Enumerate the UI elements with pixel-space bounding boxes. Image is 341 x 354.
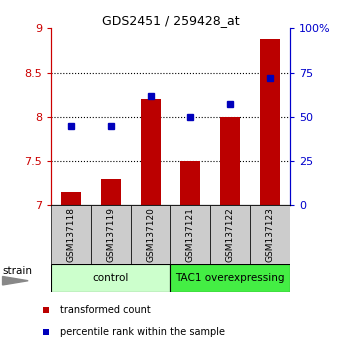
Bar [91, 205, 131, 264]
Text: GSM137118: GSM137118 [66, 207, 76, 262]
Bar [131, 205, 170, 264]
Bar [140, 99, 161, 205]
Title: GDS2451 / 259428_at: GDS2451 / 259428_at [102, 14, 239, 27]
Text: TAC1 overexpressing: TAC1 overexpressing [175, 273, 285, 283]
Text: percentile rank within the sample: percentile rank within the sample [60, 327, 225, 337]
Polygon shape [3, 276, 28, 285]
Bar [210, 205, 250, 264]
Text: GSM137123: GSM137123 [265, 207, 275, 262]
Text: GSM137120: GSM137120 [146, 207, 155, 262]
Bar [61, 192, 81, 205]
Text: strain: strain [3, 266, 32, 276]
Bar [51, 264, 170, 292]
Bar [170, 264, 290, 292]
Bar [51, 205, 91, 264]
Text: control: control [93, 273, 129, 283]
Text: transformed count: transformed count [60, 305, 151, 315]
Bar [260, 39, 280, 205]
Text: GSM137121: GSM137121 [186, 207, 195, 262]
Bar [170, 205, 210, 264]
Bar [180, 161, 200, 205]
Bar [101, 179, 121, 205]
Text: GSM137119: GSM137119 [106, 207, 115, 262]
Bar [250, 205, 290, 264]
Bar [220, 117, 240, 205]
Text: GSM137122: GSM137122 [226, 207, 235, 262]
